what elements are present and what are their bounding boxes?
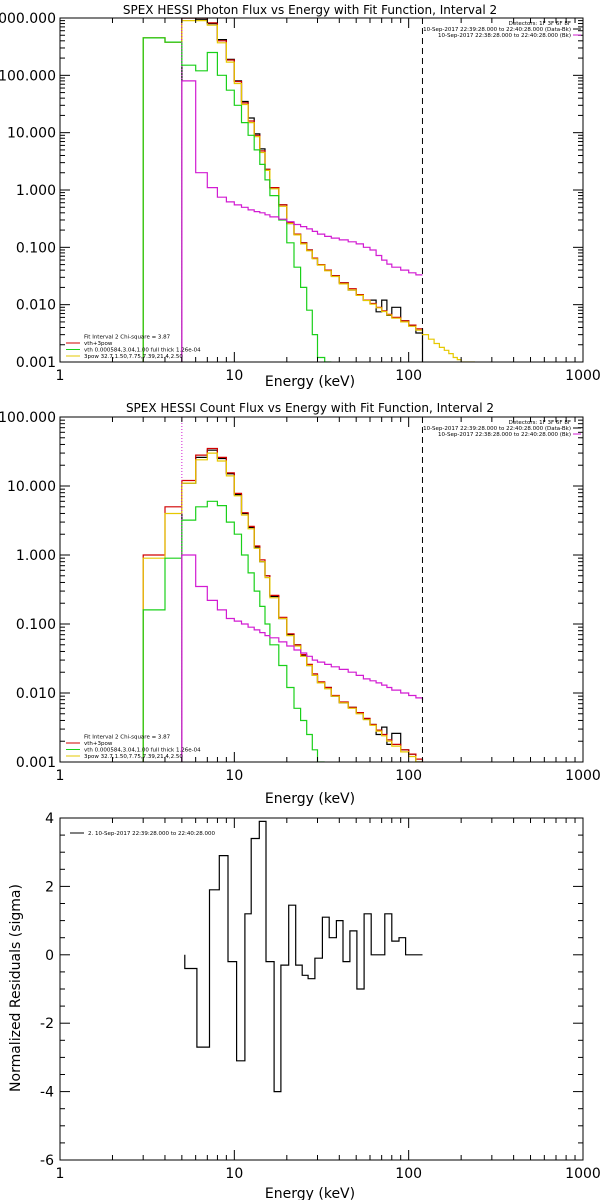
x-axis-label: Energy (keV) <box>265 374 355 390</box>
x-tick-label: 1 <box>56 768 65 784</box>
y-tick-label: 0.001 <box>16 755 56 771</box>
y-tick-label: -4 <box>40 1085 54 1101</box>
legend-entry: 10-Sep-2017 22:39:28.000 to 22:40:28.000… <box>423 426 571 432</box>
y-tick-label: -2 <box>40 1016 54 1032</box>
fit-legend-entry: 3pow 32.7,1.50,7.75,7.39,21.4,2.50 <box>84 754 183 760</box>
y-tick-label: -6 <box>40 1153 54 1169</box>
fit-legend-entry: Fit Interval 2 Chi-square = 3.87 <box>84 335 171 341</box>
x-tick-label: 100 <box>395 1166 422 1182</box>
y-tick-label: 0.001 <box>16 355 56 371</box>
y-tick-label: 0.100 <box>16 617 56 633</box>
x-tick-label: 1000 <box>565 368 600 384</box>
legend-entry: Detectors: 1F 3F 6F 8F <box>509 420 571 426</box>
fit-legend-entry: vth+3pow <box>84 341 113 347</box>
residuals-chart: 1 10 100 1000 -6 -4 -2 0 2 4 2. 10-Sep-2017 22:39:… <box>8 811 600 1200</box>
fit-legend-entry: Fit Interval 2 Chi-square = 3.87 <box>84 735 171 741</box>
y-tick-label: 1.000 <box>16 183 56 199</box>
legend-entry: 2. 10-Sep-2017 22:39:28.000 to 22:40:28.… <box>88 831 215 837</box>
series-3pow <box>142 20 475 362</box>
x-tick-label: 1000 <box>565 768 600 784</box>
y-tick-label: 100.000 <box>0 410 56 426</box>
series-group <box>142 447 424 762</box>
series-3pow <box>142 452 423 762</box>
y-tick-label: 2 <box>45 879 54 895</box>
series-vth <box>142 37 332 362</box>
axes-frame <box>59 416 584 763</box>
series-2-10-sep-2017-22-39-28-000-to-22-40-28-000 <box>184 820 423 1093</box>
y-tick-label: 0.010 <box>16 298 56 314</box>
x-tick-label: 10 <box>225 768 243 784</box>
count-flux-chart: SPEX HESSI Count Flux vs Energy with Fit… <box>0 401 600 807</box>
series-group <box>142 18 475 362</box>
legend-entry: 10-Sep-2017 22:38:28.000 to 22:40:28.000… <box>438 432 571 438</box>
y-tick-label: 0.100 <box>16 240 56 256</box>
y-tick-label: 0 <box>45 948 54 964</box>
x-tick-label: 10 <box>225 1166 243 1182</box>
series-vth <box>142 500 325 762</box>
chart-title: SPEX HESSI Count Flux vs Energy with Fit… <box>126 401 494 415</box>
y-tick-label: 1.000 <box>16 548 56 564</box>
series-bk <box>181 80 423 362</box>
x-tick-label: 100 <box>395 368 422 384</box>
x-tick-label: 10 <box>225 368 243 384</box>
x-tick-label: 1 <box>56 1166 65 1182</box>
series-vth-3pow <box>142 447 424 762</box>
x-axis-label: Energy (keV) <box>265 791 355 807</box>
legend-entry: Detectors: 1F 3F 6F 8F <box>509 21 571 27</box>
y-tick-label: 4 <box>45 811 54 827</box>
fit-legend-entry: 3pow 32.7,1.50,7.75,7.39,21.4,2.50 <box>84 354 183 360</box>
series-vth-3pow <box>142 18 424 362</box>
y-tick-label: 10.000 <box>7 126 56 142</box>
y-tick-label: 0.010 <box>16 686 56 702</box>
x-tick-label: 1 <box>56 368 65 384</box>
axes-frame <box>59 817 584 1161</box>
x-axis-label: Energy (keV) <box>265 1186 355 1200</box>
axes-frame <box>59 17 584 363</box>
chart-title: SPEX HESSI Photon Flux vs Energy with Fi… <box>123 3 497 17</box>
photon-flux-chart: SPEX HESSI Photon Flux vs Energy with Fi… <box>0 3 600 390</box>
fit-legend-entry: vth+3pow <box>84 741 113 747</box>
fit-legend-entry: vth 0.000584,3.04,1.00 full thick 1.26e-… <box>84 348 201 354</box>
legend-entry: 10-Sep-2017 22:38:28.000 to 22:40:28.000… <box>438 33 571 39</box>
x-tick-label: 100 <box>395 768 422 784</box>
y-tick-label: 100.000 <box>0 68 56 84</box>
y-tick-label: 10.000 <box>7 479 56 495</box>
y-tick-label: 1000.000 <box>0 11 56 27</box>
fit-legend-entry: vth 0.000584,3.04,1.00 full thick 1.26e-… <box>84 748 201 754</box>
y-axis-label: Normalized Residuals (sigma) <box>8 884 24 1092</box>
x-tick-label: 1000 <box>565 1166 600 1182</box>
series-bk <box>181 554 424 762</box>
series-group <box>184 820 423 1093</box>
legend-entry: 10-Sep-2017 22:39:28.000 to 22:40:28.000… <box>423 27 571 33</box>
